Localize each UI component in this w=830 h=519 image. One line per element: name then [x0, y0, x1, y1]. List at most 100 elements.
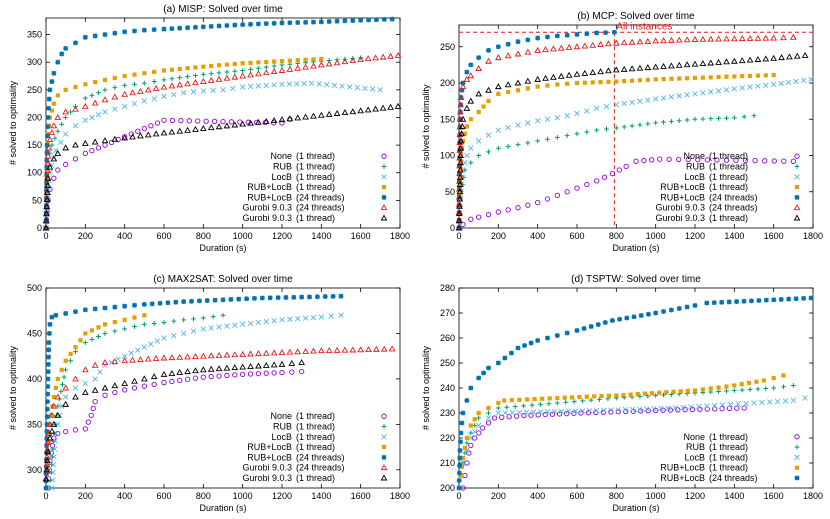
data-point	[95, 145, 102, 151]
data-point	[563, 399, 569, 405]
data-point	[494, 54, 502, 61]
data-point	[154, 338, 161, 344]
data-point	[715, 35, 722, 42]
data-point	[584, 108, 590, 114]
y-tick-label: 210	[440, 458, 455, 468]
data-point	[573, 43, 581, 50]
y-tick-label: 260	[440, 333, 455, 343]
data-point	[554, 134, 560, 140]
data-point	[149, 301, 155, 307]
data-point	[101, 137, 109, 144]
data-point	[82, 34, 88, 40]
data-point	[207, 76, 215, 83]
data-point	[44, 450, 49, 456]
data-point	[486, 365, 491, 371]
data-point	[46, 420, 54, 427]
data-point	[535, 199, 541, 206]
data-point	[160, 83, 168, 90]
data-point	[467, 72, 475, 79]
data-point	[455, 201, 463, 208]
data-point	[535, 84, 540, 89]
data-point	[572, 408, 579, 414]
legend-marker	[794, 444, 800, 450]
series-none-1-thread	[456, 156, 796, 231]
data-point	[181, 317, 187, 323]
data-point	[455, 193, 463, 200]
data-point	[89, 147, 95, 154]
data-point	[716, 74, 721, 80]
data-point	[43, 460, 51, 467]
data-point	[735, 401, 741, 407]
data-point	[121, 353, 128, 359]
data-point	[458, 95, 464, 100]
data-point	[200, 326, 207, 332]
data-point	[486, 47, 491, 53]
data-point	[565, 43, 573, 50]
data-point	[349, 108, 357, 115]
data-point	[263, 318, 269, 325]
data-point	[51, 101, 56, 106]
data-point	[314, 294, 320, 300]
data-point	[85, 419, 91, 425]
series-gurobi-9-0-3-24-threads	[455, 33, 797, 231]
x-tick-label: 0	[43, 231, 48, 241]
data-point	[476, 153, 482, 158]
data-point	[160, 370, 168, 377]
x-tick-label: 1600	[351, 231, 371, 241]
legend-marker	[381, 413, 387, 419]
data-point	[52, 438, 58, 444]
data-point	[455, 224, 463, 231]
data-point	[338, 293, 344, 299]
data-point	[525, 37, 531, 43]
data-point	[676, 306, 682, 311]
data-point	[148, 123, 154, 129]
data-point	[44, 152, 52, 159]
data-point	[302, 347, 309, 354]
data-point	[555, 82, 560, 87]
data-point	[574, 185, 580, 191]
data-point	[622, 79, 627, 84]
data-point	[91, 361, 99, 368]
legend-marker	[380, 214, 388, 221]
data-point	[623, 163, 629, 170]
data-point	[132, 72, 137, 77]
data-point	[63, 115, 69, 120]
data-point	[534, 75, 542, 82]
legend: None (1 thread) RUB (1 thread) LocB (1 thread…	[242, 151, 388, 223]
data-point	[719, 402, 726, 408]
data-point	[91, 386, 99, 393]
y-tick-label: 100	[440, 151, 455, 161]
data-point	[542, 411, 548, 418]
x-tick-label: 1800	[390, 491, 410, 501]
data-point	[43, 468, 50, 475]
legend-name: Gurobi 9.0.3	[655, 203, 705, 213]
data-point	[652, 63, 660, 70]
data-point	[192, 79, 199, 86]
data-point	[459, 464, 465, 469]
data-point	[515, 88, 521, 93]
data-point	[255, 370, 262, 377]
x-tick-label: 1800	[803, 231, 823, 241]
data-point	[456, 202, 463, 209]
data-point	[590, 80, 595, 85]
data-point	[514, 79, 522, 86]
y-tick-label: 350	[27, 30, 42, 40]
data-point	[328, 313, 334, 319]
data-point	[599, 394, 604, 399]
data-point	[546, 401, 552, 407]
legend-name: None	[270, 411, 292, 421]
data-point	[141, 27, 147, 33]
legend-marker	[380, 464, 388, 471]
data-point	[341, 346, 349, 353]
data-point	[540, 396, 545, 401]
data-point	[91, 99, 99, 106]
data-point	[457, 159, 464, 166]
data-point	[505, 144, 511, 149]
data-point	[112, 328, 118, 334]
data-point	[144, 355, 152, 362]
plot-frame	[45, 17, 401, 229]
data-point	[564, 112, 570, 119]
data-point	[342, 18, 348, 24]
data-point	[631, 314, 637, 320]
x-tick-label: 800	[196, 231, 211, 241]
